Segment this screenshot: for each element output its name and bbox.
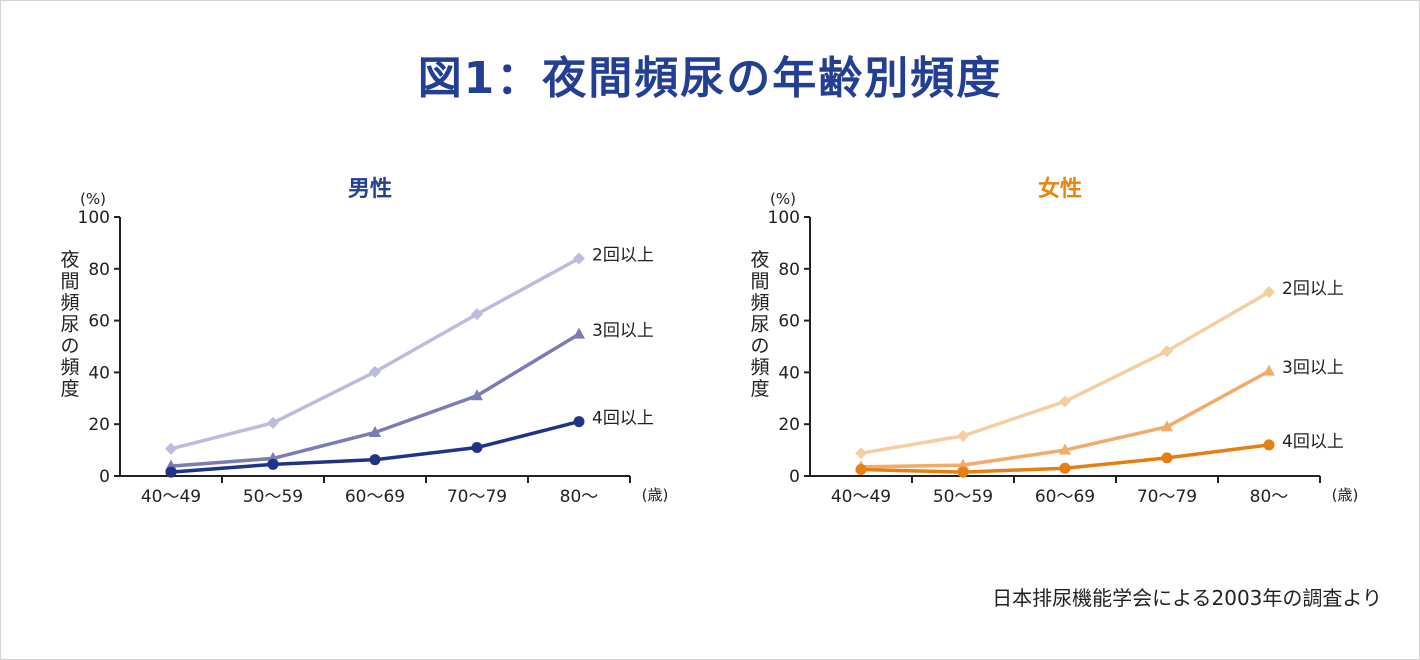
data-point [1263, 439, 1275, 451]
y-unit-label: (%) [770, 190, 796, 208]
data-point [1059, 395, 1071, 408]
series-label: 3回以上 [1282, 358, 1344, 378]
y-tick-label: 20 [88, 415, 110, 435]
data-point [369, 365, 381, 378]
data-point [957, 466, 969, 478]
series-line [170, 256, 580, 451]
x-unit-label: (歳) [1332, 486, 1359, 504]
x-unit-label: (歳) [642, 486, 669, 504]
y-tick-label: 60 [88, 312, 110, 332]
data-point [957, 429, 969, 442]
data-point [573, 327, 585, 339]
data-point [471, 308, 483, 321]
data-point [855, 464, 867, 476]
data-point [471, 442, 483, 454]
series-2: 3回以上 [165, 321, 654, 471]
y-tick-label: 0 [99, 467, 110, 487]
female-chart: 女性 (%) 夜間頻尿の頻度 0 20 40 60 80 100 40〜49 50〜59 60〜69 7… [750, 176, 1359, 507]
data-point [1059, 462, 1071, 474]
data-point [1161, 345, 1173, 358]
x-tick-label: 80〜 [560, 487, 599, 507]
y-tick-label: 60 [778, 312, 800, 332]
y-axis-label: 夜間頻尿の頻度 [60, 249, 79, 400]
chart-title: 男性 [348, 177, 392, 202]
series-2: 3回以上 [855, 358, 1344, 472]
chart-title: 女性 [1038, 176, 1082, 202]
y-tick-label: 20 [778, 415, 800, 435]
data-point [471, 389, 483, 401]
y-tick-label: 80 [778, 260, 800, 280]
x-tick-label: 50〜59 [933, 487, 993, 507]
x-tick-label: 50〜59 [243, 487, 303, 507]
data-point [1161, 420, 1173, 432]
y-tick-label: 40 [778, 363, 800, 383]
series-3: 4回以上 [165, 409, 654, 478]
data-point [1263, 364, 1275, 376]
y-tick-label: 100 [78, 208, 110, 228]
page-title: 図1：夜間頻尿の年齢別頻度 [417, 53, 1003, 104]
series-1: 2回以上 [165, 245, 654, 455]
data-point [165, 466, 177, 478]
x-tick-label: 60〜69 [345, 487, 405, 507]
x-tick-label: 40〜49 [141, 487, 201, 507]
series-label: 4回以上 [592, 409, 654, 429]
x-tick-label: 70〜79 [1137, 487, 1197, 507]
x-tick-label: 60〜69 [1035, 487, 1095, 507]
source-note: 日本排尿機能学会による2003年の調査より [992, 586, 1382, 610]
y-axis-label: 夜間頻尿の頻度 [750, 249, 769, 400]
y-unit-label: (%) [80, 190, 106, 208]
series-label: 3回以上 [592, 321, 654, 341]
data-point [1161, 452, 1173, 464]
data-point [165, 442, 177, 455]
x-tick-label: 40〜49 [831, 487, 891, 507]
y-tick-label: 0 [789, 467, 800, 487]
series-label: 2回以上 [1282, 279, 1344, 299]
data-point [573, 416, 585, 428]
data-point [957, 458, 969, 470]
series-label: 4回以上 [1282, 432, 1344, 452]
male-chart: 男性 (%) 夜間頻尿の頻度 0 20 40 60 80 100 40〜49 50〜59 60〜69 7… [60, 177, 669, 507]
y-tick-label: 80 [88, 260, 110, 280]
data-point [1263, 286, 1275, 299]
data-point [267, 458, 279, 470]
series-3: 4回以上 [855, 432, 1344, 478]
x-tick-label: 80〜 [1250, 487, 1289, 507]
data-point [267, 416, 279, 429]
y-tick-label: 100 [768, 208, 800, 228]
y-tick-label: 40 [88, 363, 110, 383]
data-point [369, 454, 381, 466]
series-label: 2回以上 [592, 245, 654, 265]
series-line [170, 332, 580, 468]
series-1: 2回以上 [855, 279, 1344, 460]
data-point [855, 447, 867, 460]
data-point [369, 425, 381, 437]
series-line [860, 290, 1270, 455]
x-tick-label: 70〜79 [447, 487, 507, 507]
data-point [573, 252, 585, 265]
data-point [1059, 443, 1071, 455]
